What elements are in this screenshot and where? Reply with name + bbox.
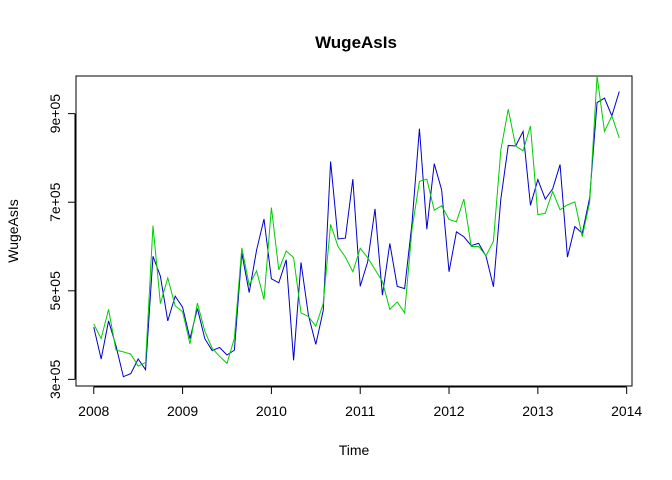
y-axis: 3e+05 5e+05 7e+05 9e+05 — [47, 94, 76, 399]
series-line-1 — [93, 91, 620, 378]
y-tick-label: 3e+05 — [47, 359, 63, 399]
series-layer — [93, 75, 620, 378]
y-tick-label: 9e+05 — [47, 94, 63, 134]
chart-title: WugeAsIs — [315, 33, 397, 52]
x-axis: 2008 2009 2010 2011 2012 2013 2014 — [78, 386, 642, 419]
x-axis-label: Time — [339, 442, 370, 458]
y-axis-label: WugeAsIs — [5, 199, 21, 263]
x-tick-label: 2013 — [522, 403, 553, 419]
x-tick-label: 2010 — [256, 403, 287, 419]
x-tick-label: 2014 — [611, 403, 642, 419]
x-tick-label: 2008 — [78, 403, 109, 419]
series-line-2 — [93, 75, 620, 367]
x-tick-label: 2009 — [167, 403, 198, 419]
y-tick-label: 5e+05 — [47, 271, 63, 311]
x-tick-label: 2011 — [345, 403, 375, 419]
plot-frame — [75, 75, 633, 387]
x-tick-label: 2012 — [433, 403, 464, 419]
y-tick-label: 7e+05 — [47, 182, 63, 222]
